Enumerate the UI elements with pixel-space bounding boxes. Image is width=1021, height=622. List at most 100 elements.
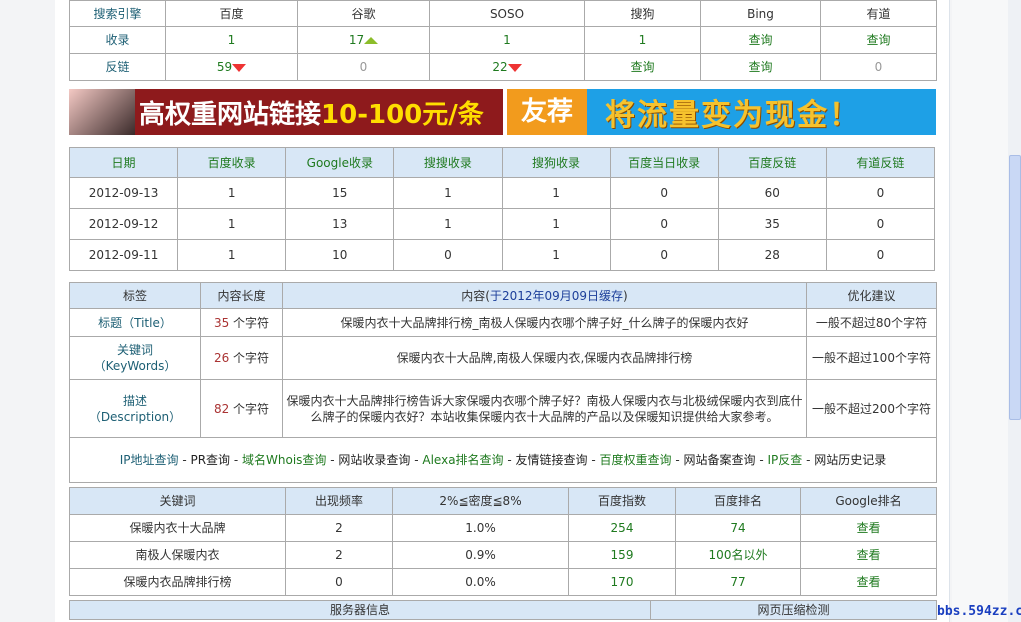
cell-value: 1: [227, 33, 236, 47]
cell-value: 0: [874, 60, 883, 74]
banner-text: 高权重网站链接: [139, 99, 322, 130]
google-rank-link[interactable]: 查看: [800, 568, 937, 596]
table-cell: 1: [177, 208, 287, 240]
table-cell: 17: [297, 26, 430, 54]
cell-value: 1: [503, 33, 511, 47]
arrow-up-icon: [364, 37, 379, 44]
label-en: （Description）: [88, 409, 182, 424]
table-cell: 254: [568, 514, 676, 542]
content-label: ): [623, 288, 628, 303]
table-cell: 1: [501, 177, 611, 209]
tool-link[interactable]: Alexa排名查询: [422, 453, 504, 467]
table-row: 南极人保暖内衣 2 0.9% 159 100名以外 查看: [69, 541, 937, 569]
table-cell: 1: [177, 177, 287, 209]
column-header: 优化建议: [806, 282, 937, 309]
scrollbar-thumb[interactable]: [1009, 155, 1021, 420]
table-cell: 0: [609, 177, 719, 209]
tool-link[interactable]: 百度权重查询: [599, 453, 672, 467]
table-cell: 60: [717, 177, 827, 209]
google-rank-link[interactable]: 查看: [800, 514, 937, 542]
column-header: 关键词: [69, 487, 286, 515]
server-info-header: 服务器信息: [69, 600, 651, 620]
column-header: 百度反链: [717, 147, 827, 178]
table-cell[interactable]: 查询: [700, 26, 821, 54]
row-label: 收录: [69, 26, 166, 54]
column-header: 搜索引擎: [69, 0, 166, 27]
compression-check-header: 网页压缩检测: [650, 600, 937, 620]
banner-tag: 友荐: [507, 89, 588, 135]
table-cell: 15: [285, 177, 395, 209]
table-cell: 100名以外: [675, 541, 801, 569]
table-cell: 0: [609, 239, 719, 271]
table-cell: 22: [429, 53, 585, 81]
watermark: bbs.594zz.com: [937, 604, 1021, 619]
column-header: 日期: [68, 147, 179, 178]
unit: 个字符: [229, 315, 270, 330]
bottom-table: 服务器信息 网页压缩检测: [69, 600, 937, 620]
row-label: 反链: [69, 53, 166, 81]
cell-value: 1: [638, 33, 647, 47]
meta-content: 保暖内衣十大品牌排行榜告诉大家保暖内衣哪个牌子好？南极人保暖内衣与北极绒保暖内衣…: [282, 379, 807, 438]
query-link[interactable]: 查询: [748, 60, 773, 74]
tool-link[interactable]: PR查询: [190, 453, 231, 467]
tool-link[interactable]: 网站历史记录: [814, 453, 887, 467]
table-cell: 2012-09-12: [68, 208, 179, 240]
column-header: 百度当日收录: [609, 147, 719, 178]
banner-price: 10-100元/条: [321, 99, 484, 130]
tool-links-row: IP地址查询 - PR查询 - 域名Whois查询 - 网站收录查询 - Ale…: [69, 437, 937, 483]
char-count: 26: [213, 351, 230, 365]
table-cell: 0: [825, 239, 936, 271]
table-cell: 2: [285, 514, 393, 542]
table-cell: 0: [297, 53, 430, 81]
column-header: 百度排名: [675, 487, 801, 515]
table-row: 2012-09-13 1 15 1 1 0 60 0: [68, 177, 936, 209]
table-row: 保暖内衣十大品牌 2 1.0% 254 74 查看: [69, 514, 937, 542]
tool-link[interactable]: 网站收录查询: [338, 453, 411, 467]
table-cell: 74: [675, 514, 801, 542]
table-cell: 1: [393, 177, 503, 209]
tool-link[interactable]: IP地址查询: [119, 453, 179, 467]
query-link[interactable]: 查询: [748, 33, 773, 47]
table-cell[interactable]: 查询: [584, 53, 701, 81]
tool-link[interactable]: 域名Whois查询: [242, 453, 327, 467]
tool-link[interactable]: 网站备案查询: [683, 453, 756, 467]
table-row: 保暖内衣品牌排行榜 0 0.0% 170 77 查看: [69, 568, 937, 596]
table-cell: 2012-09-11: [68, 239, 179, 271]
meta-label: 关键词 （KeyWords）: [69, 336, 201, 380]
column-header: 标签: [69, 282, 201, 309]
content-length: 35 个字符: [200, 308, 283, 337]
unit: 个字符: [229, 401, 270, 416]
table-header-row: 关键词 出现频率 2%≦密度≦8% 百度指数 百度排名 Google排名: [69, 487, 937, 515]
label-cn: 关键词: [116, 343, 153, 357]
table-cell: 77: [675, 568, 801, 596]
tool-link[interactable]: 友情链接查询: [515, 453, 588, 467]
query-link[interactable]: 查询: [630, 60, 655, 74]
table-cell: 0: [285, 568, 393, 596]
table-cell: 1: [501, 208, 611, 240]
arrow-down-icon: [232, 63, 247, 72]
query-link[interactable]: 查询: [866, 33, 891, 47]
table-row: 关键词 （KeyWords） 26 个字符 保暖内衣十大品牌,南极人保暖内衣,保暖内衣…: [69, 336, 937, 380]
google-rank-link[interactable]: 查看: [800, 541, 937, 569]
table-cell[interactable]: 查询: [820, 26, 937, 54]
cache-link[interactable]: 于2012年09月09日缓存: [489, 288, 624, 303]
table-row: 收录 1 17 1 1 查询 查询: [69, 26, 937, 54]
content-length: 82 个字符: [200, 379, 283, 438]
table-cell: 1: [177, 239, 287, 271]
banner-photo: [69, 89, 135, 135]
table-cell: 1: [429, 26, 585, 54]
table-cell: 0: [820, 53, 937, 81]
ad-banner[interactable]: 高权重网站链接 10-100元/条 友荐 将流量变为现金！: [69, 89, 936, 135]
advice: 一般不超过100个字符: [806, 336, 937, 380]
advice: 一般不超过200个字符: [806, 379, 937, 438]
cell-value: 59: [216, 60, 233, 74]
table-cell[interactable]: 查询: [700, 53, 821, 81]
tool-link[interactable]: IP反查: [767, 453, 803, 467]
column-header: 百度: [165, 0, 298, 27]
column-header: 出现频率: [285, 487, 393, 515]
table-cell: 0.0%: [392, 568, 569, 596]
meta-label: 描述 （Description）: [69, 379, 201, 438]
cell-value: 0: [359, 60, 368, 74]
cell-value: 17: [348, 33, 365, 47]
history-table: 日期 百度收录 Google收录 搜搜收录 搜狗收录 百度当日收录 百度反链 有道反链 2012…: [68, 147, 936, 271]
